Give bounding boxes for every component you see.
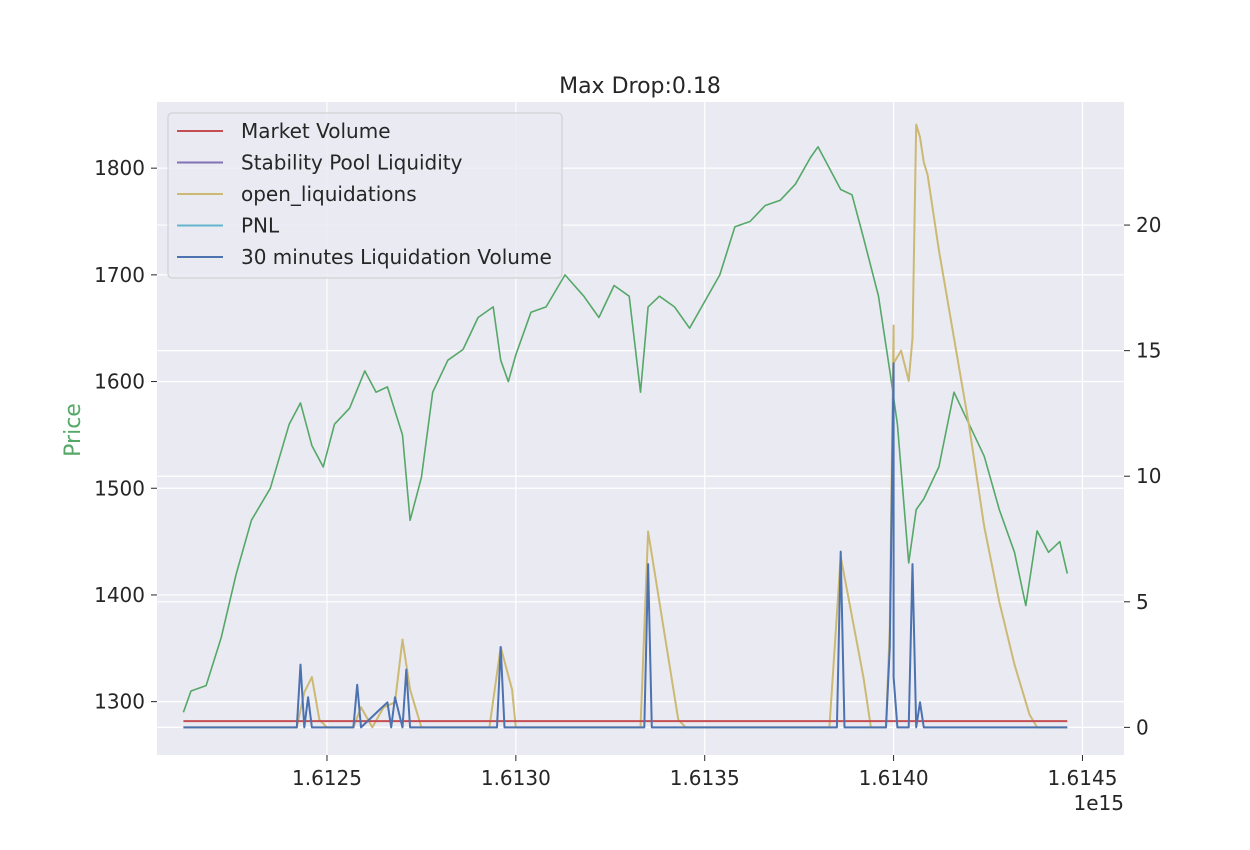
y-left-tick-label: 1300 [94,690,145,714]
y-right-tick-label: 5 [1136,590,1149,614]
y-left-tick-label: 1800 [94,156,145,180]
x-axis: 1.6125 1.6130 1.6135 1.6140 1.6145 [292,755,1117,790]
left-y-axis: 1300 1400 1500 1600 1700 1800 [94,156,157,714]
legend: Market Volume Stability Pool Liquidity ope… [167,112,563,279]
series-layer [182,123,1069,729]
y-axis-label: Price [61,403,86,457]
legend-label: Market Volume [241,119,391,143]
right-y-axis: 0 5 10 15 20 [1124,213,1161,739]
y-right-tick-label: 0 [1136,715,1149,739]
x-tick-label: 1.6135 [670,766,740,790]
y-right-tick-label: 15 [1136,339,1161,363]
y-left-tick-label: 1400 [94,583,145,607]
series-line-price [182,146,1069,713]
chart-title: Max Drop:0.18 [559,74,721,99]
legend-label: Stability Pool Liquidity [241,151,463,175]
y-right-tick-label: 20 [1136,213,1161,237]
legend-label: PNL [241,214,280,238]
legend-label: open_liquidations [241,182,417,206]
legend-label: 30 minutes Liquidation Volume [241,245,552,269]
x-tick-label: 1.6125 [292,766,362,790]
x-tick-label: 1.6145 [1047,766,1117,790]
legend-box [167,112,563,279]
y-left-tick-label: 1600 [94,370,145,394]
y-left-tick-label: 1500 [94,476,145,500]
x-tick-label: 1.6140 [859,766,929,790]
x-offset-label: 1e15 [1074,791,1124,815]
series-line-30-minutes-liquidation-volume [183,362,1068,729]
y-right-tick-label: 10 [1136,464,1161,488]
x-tick-label: 1.6130 [481,766,551,790]
y-left-tick-label: 1700 [94,263,145,287]
